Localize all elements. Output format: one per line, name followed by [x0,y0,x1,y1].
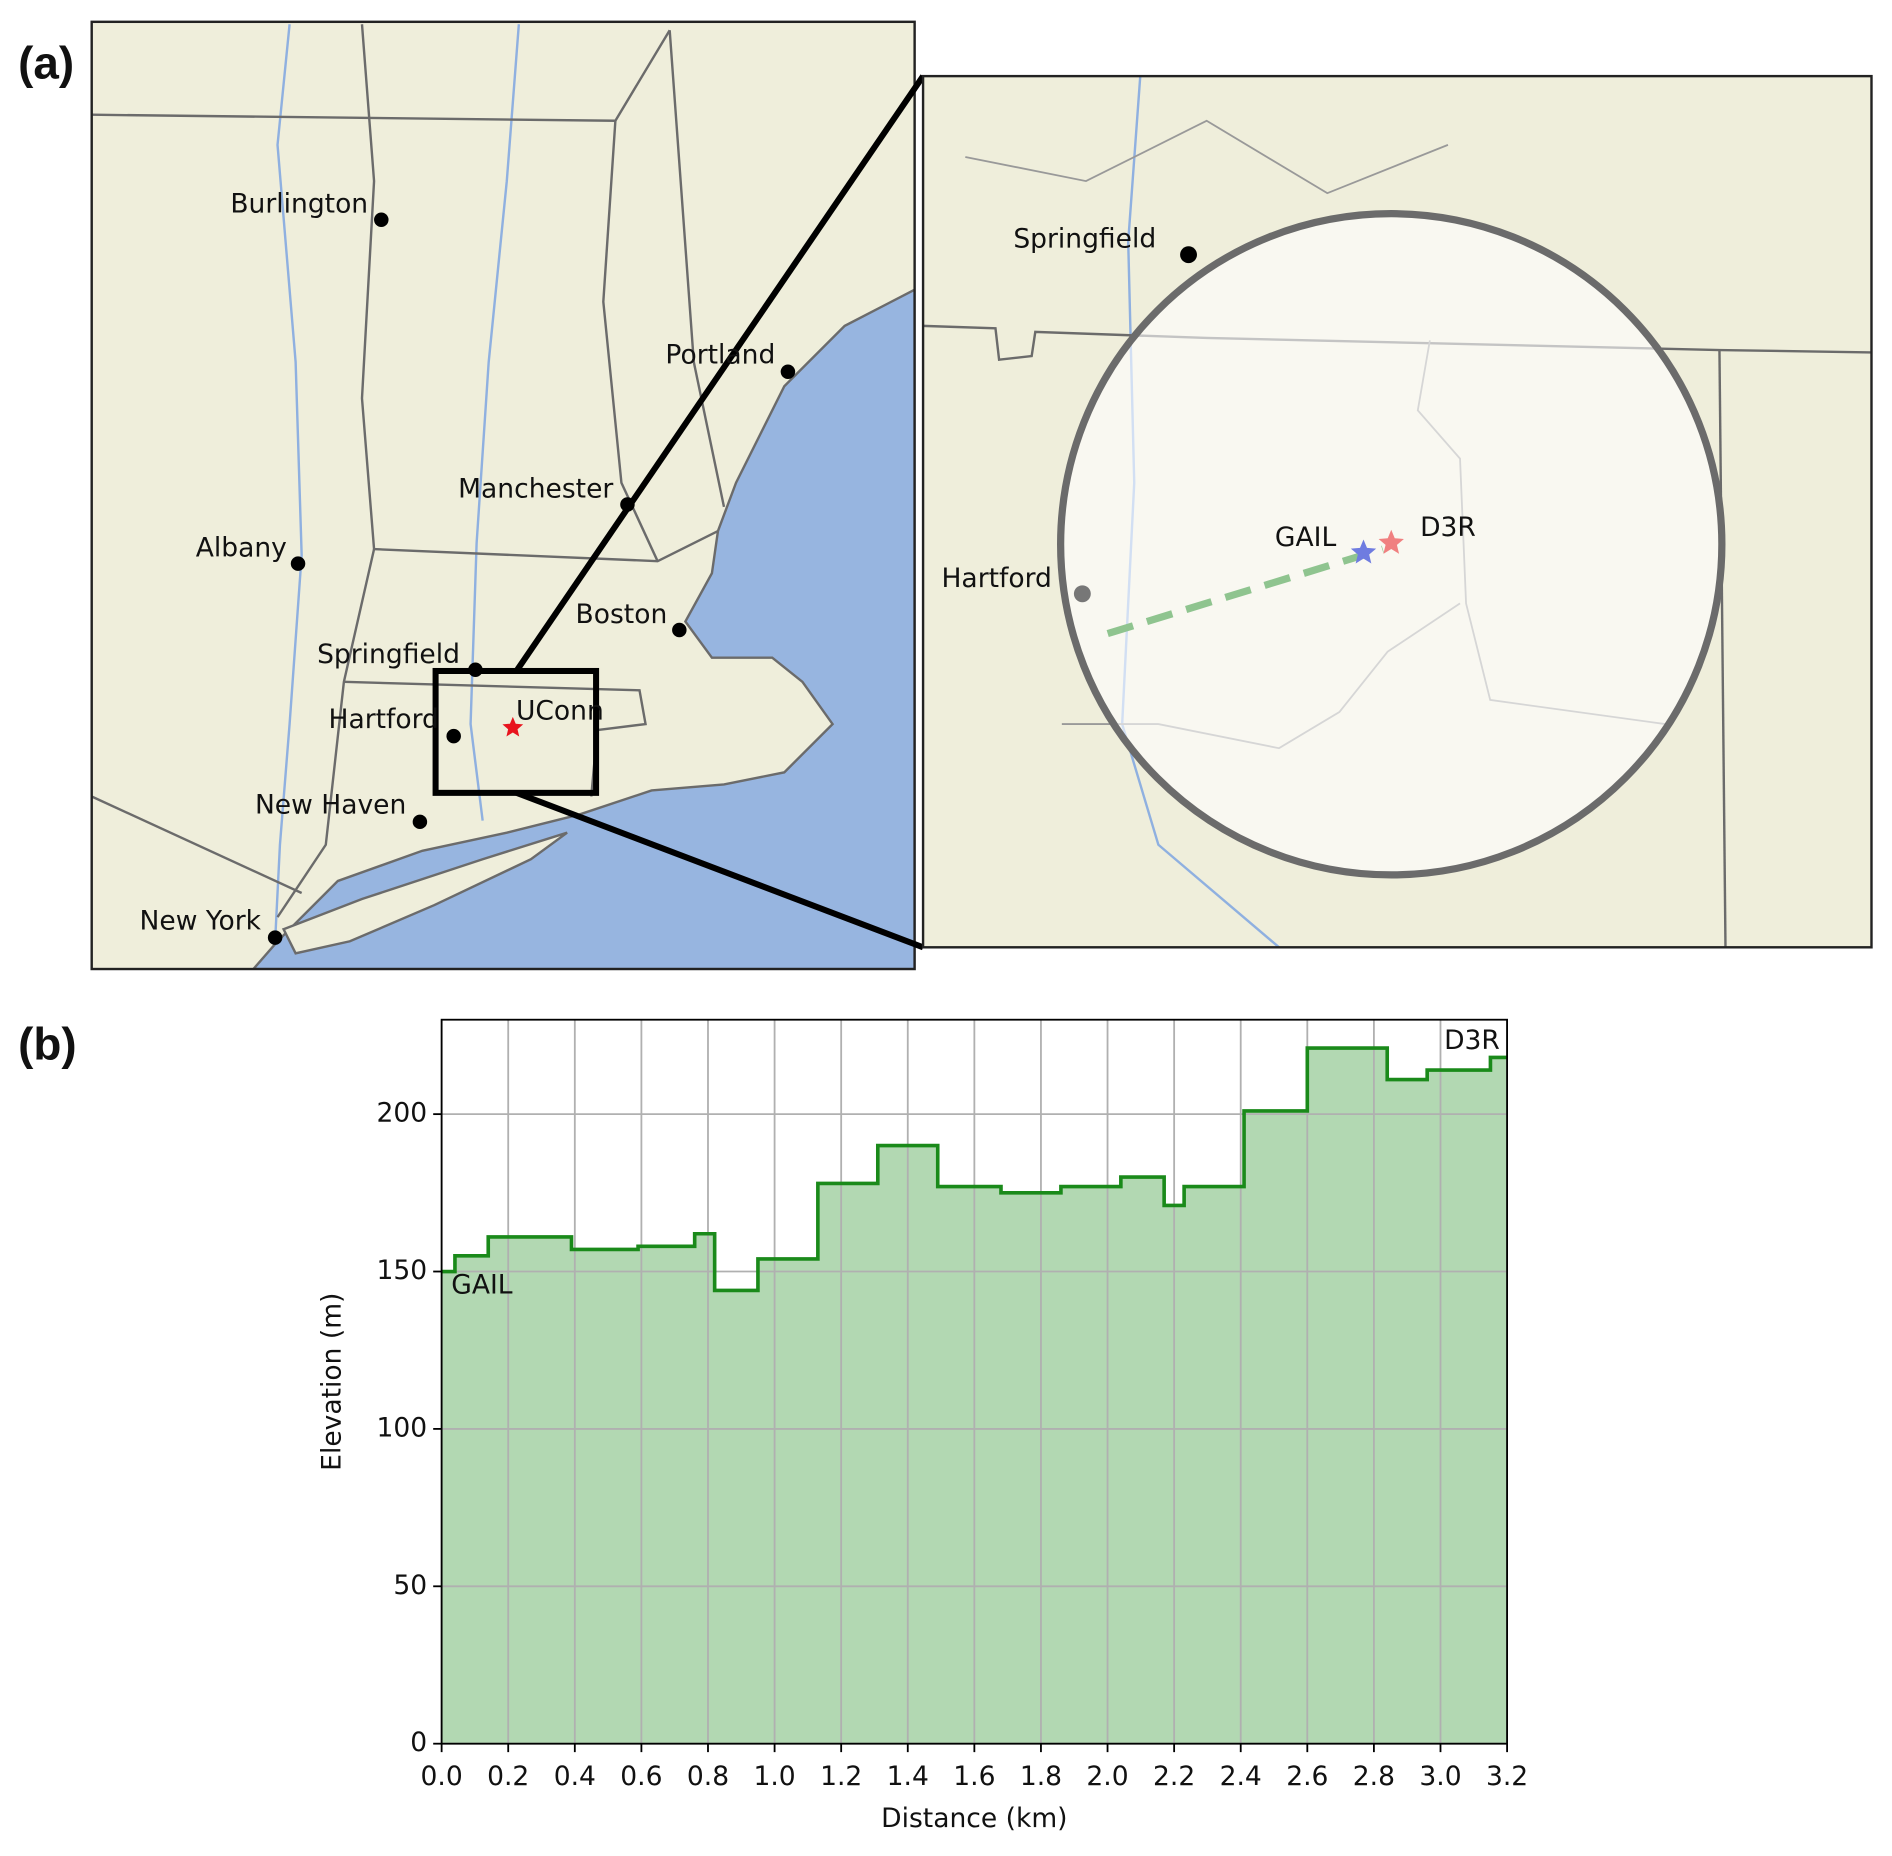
city-label: Manchester [458,473,613,504]
annotation: D3R [1444,1025,1500,1056]
step-line [441,1046,1508,1293]
site-label: GAIL [1275,522,1337,553]
x-tick-label: 1.4 [887,1761,929,1792]
city-dot [267,930,283,945]
x-tick-label: 2.4 [1220,1761,1262,1792]
river [273,24,303,942]
map-frame [90,20,916,971]
ocean [251,288,915,970]
city-label: Springfield [1013,224,1156,255]
x-tick-label: 0.0 [421,1761,463,1792]
city-label: Burlington [230,189,368,220]
town-border [965,119,1449,195]
city-label: Albany [196,533,287,564]
city-label: Hartford [329,704,439,735]
x-tick-label: 2.0 [1086,1761,1128,1792]
city-label: Boston [576,599,668,630]
x-axis-label: Distance (km) [881,1803,1067,1834]
state-border [668,30,726,508]
x-tick-label: 0.2 [487,1761,529,1792]
state-border [602,120,659,562]
city-dot [468,662,483,678]
city-dot [374,212,389,227]
long-island [281,831,568,955]
state-border [91,795,303,895]
zoom-box [432,667,600,796]
city-dot [780,364,796,379]
site-star [1378,529,1404,554]
city-dot [1073,585,1091,603]
city-label: Hartford [941,563,1051,594]
panel-label: (a) [18,37,74,89]
x-tick-label: 1.6 [953,1761,995,1792]
overview-map [90,20,916,971]
y-tick-label: 0 [410,1727,427,1758]
city-dot [672,622,687,638]
profile-line [1106,545,1384,638]
city-dot [620,497,635,512]
city-label: Portland [665,340,775,371]
city-dot [1180,246,1197,264]
state-border [1718,350,1727,948]
x-tick-label: 0.8 [687,1761,729,1792]
panel-label: (b) [18,1018,77,1070]
map-frame [921,74,1873,949]
y-tick-label: 100 [377,1412,428,1443]
x-tick-label: 1.0 [753,1761,795,1792]
x-tick-label: 2.6 [1286,1761,1328,1792]
city-dot [290,556,306,571]
site-star [502,716,524,737]
city-label: Springfield [317,639,460,670]
x-tick-label: 0.4 [554,1761,596,1792]
x-tick-label: 2.2 [1153,1761,1195,1792]
state-border [276,548,376,918]
x-tick-label: 3.2 [1486,1761,1528,1792]
state-border [360,24,719,563]
annotation: GAIL [451,1270,513,1301]
river [469,24,521,821]
y-axis-label: Elevation (m) [317,1293,348,1471]
x-tick-label: 1.2 [820,1761,862,1792]
site-label: D3R [1420,512,1476,543]
x-tick-label: 3.0 [1419,1761,1461,1792]
y-tick-label: 50 [393,1570,427,1601]
city-dot [412,814,428,830]
site-star [1350,539,1377,564]
city-label: New York [140,905,262,936]
city-label: UConn [516,696,604,727]
y-tick-label: 150 [377,1255,428,1286]
zoom-line [515,790,925,951]
x-tick-label: 2.8 [1353,1761,1395,1792]
city-label: New Haven [255,790,406,821]
inset-map [921,74,1873,949]
x-tick-label: 1.8 [1020,1761,1062,1792]
y-tick-label: 200 [377,1098,428,1129]
city-dot [446,728,461,744]
x-tick-label: 0.6 [620,1761,662,1792]
zoom-line [513,74,926,673]
